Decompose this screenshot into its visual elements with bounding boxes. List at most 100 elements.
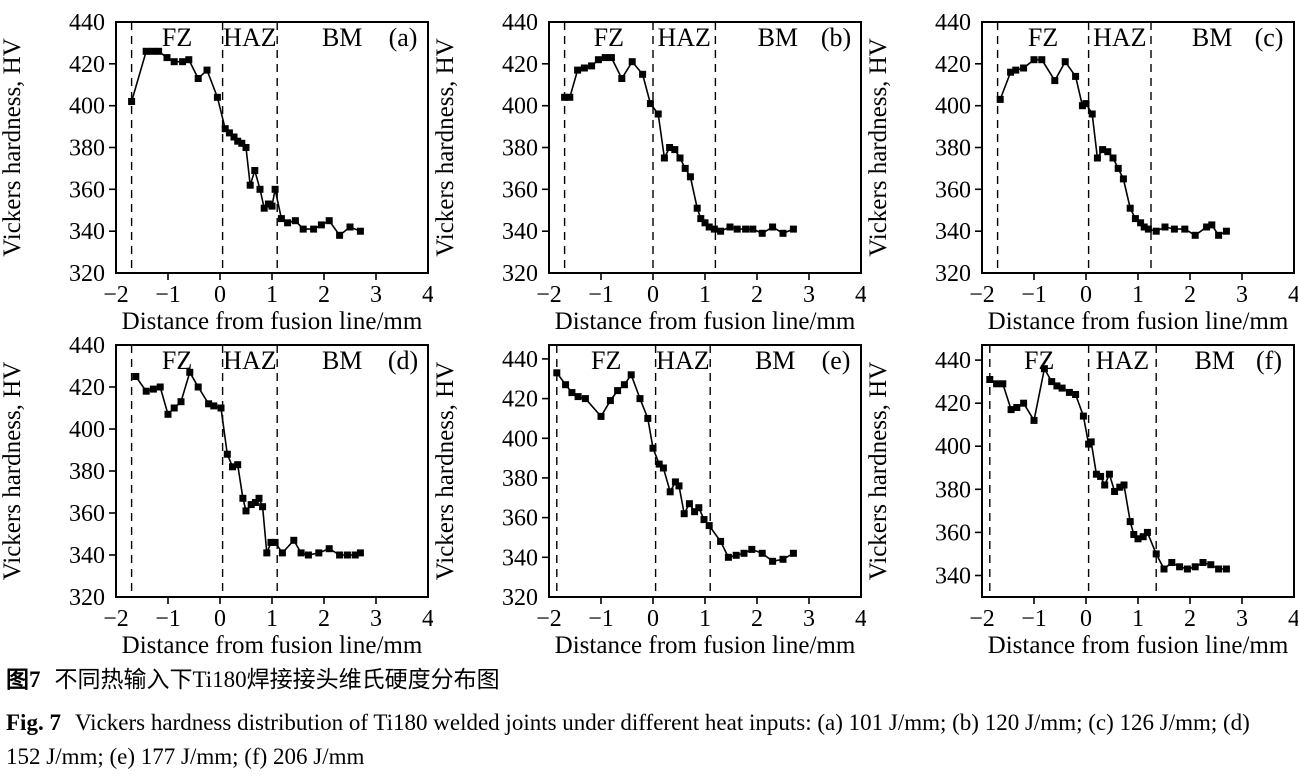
y-tick-label: 360 [502, 177, 538, 203]
plot-frame [981, 21, 1295, 274]
y-tick-label: 380 [69, 459, 105, 485]
data-point-marker [769, 557, 777, 565]
data-point-marker [671, 478, 679, 486]
data-point-marker [238, 139, 246, 147]
data-point-marker [278, 549, 286, 557]
data-point-marker [1152, 227, 1160, 235]
hardness-chart: 320 340 360 380 400 420 440 −2 −1 0 1 2 3 4 FZ HAZ BM (a)… [0, 10, 434, 335]
hardness-series-line [130, 50, 361, 237]
data-point-marker [1109, 154, 1117, 162]
data-point-marker [614, 387, 622, 395]
panel-letter: (d) [388, 346, 418, 375]
region-label-haz: HAZ [1093, 23, 1146, 52]
data-point-marker [695, 504, 703, 512]
y-tick-label: 380 [69, 136, 105, 162]
data-point-marker [297, 549, 305, 557]
data-point-marker [291, 217, 299, 225]
y-tick-label: 320 [502, 585, 538, 611]
hardness-chart-panel-c: 320 340 360 380 400 420 440 −2 −1 0 1 2 3 4 FZ HAZ BM (c)… [865, 0, 1298, 335]
data-point-marker [597, 412, 605, 420]
x-tick-label: 4 [1288, 606, 1298, 632]
hardness-series-line [999, 58, 1227, 237]
data-point-marker [1038, 56, 1046, 64]
caption-english: Fig. 7 Vickers hardness distribution of T… [6, 706, 1288, 774]
region-label-fz: FZ [1028, 23, 1058, 52]
hardness-chart: 320 340 360 380 400 420 440 −2 −1 0 1 2 3 4 FZ HAZ BM (b)… [432, 10, 867, 335]
data-point-marker [705, 223, 713, 231]
data-point-marker [769, 223, 777, 231]
data-point-marker [242, 507, 250, 515]
y-tick-label: 360 [935, 520, 971, 546]
data-point-marker [356, 549, 364, 557]
data-point-marker [685, 500, 693, 508]
data-point-marker [742, 225, 750, 233]
panel-letter: (f) [1256, 346, 1282, 375]
plot-frame [981, 344, 1295, 598]
data-point-marker [1131, 215, 1139, 223]
data-point-marker [666, 488, 674, 496]
data-point-marker [186, 368, 194, 376]
data-point-marker [179, 58, 187, 66]
data-point-marker [701, 219, 709, 227]
data-point-marker [259, 503, 267, 511]
y-tick-label: 360 [69, 177, 105, 203]
data-point-marker [356, 227, 364, 235]
x-tick-label: −2 [536, 606, 562, 632]
y-tick-label: 400 [502, 426, 538, 452]
data-point-marker [1007, 68, 1015, 76]
data-point-marker [655, 460, 663, 468]
data-point-marker [256, 185, 264, 193]
x-tick-label: −1 [155, 282, 181, 308]
y-axis-title: Vickers hardness, HV [433, 362, 459, 581]
y-tick-label: 380 [502, 466, 538, 492]
y-tick-label: 420 [935, 391, 971, 417]
data-point-marker [1143, 528, 1151, 536]
y-tick-label: 420 [502, 52, 538, 78]
data-point-marker [128, 98, 136, 105]
data-point-marker [758, 549, 766, 557]
data-point-marker [680, 510, 688, 518]
data-point-marker [644, 414, 652, 422]
data-point-marker [566, 93, 574, 101]
data-point-marker [210, 402, 218, 410]
caption-zh-text: 不同热输入下Ti180焊接接头维氏硬度分布图 [54, 667, 500, 692]
data-point-marker [268, 202, 276, 210]
hardness-chart-panel-d: 320 340 360 380 400 420 440 −2 −1 0 1 2 3 4 FZ HAZ BM (d)… [0, 330, 434, 659]
x-tick-label: −2 [536, 282, 562, 308]
hardness-series-line [135, 370, 361, 556]
y-tick-label: 400 [935, 434, 971, 460]
data-point-marker [700, 516, 708, 524]
x-tick-label: 1 [1132, 606, 1144, 632]
x-tick-label: 1 [266, 606, 278, 632]
data-point-marker [325, 217, 333, 225]
data-point-marker [1051, 77, 1059, 85]
data-point-marker [234, 461, 242, 469]
hardness-chart: 320 340 360 380 400 420 440 −2 −1 0 1 2 3 4 FZ HAZ BM (c)… [865, 10, 1298, 335]
data-point-marker [148, 47, 156, 55]
hardness-chart: 340 360 380 400 420 440 −2 −1 0 1 2 3 4 FZ HAZ BM (f) Dis… [865, 344, 1298, 659]
region-label-haz: HAZ [656, 346, 709, 375]
x-tick-label: 3 [370, 606, 382, 632]
hardness-chart: 320 340 360 380 400 420 440 −2 −1 0 1 2 3 4 FZ HAZ BM (e)… [432, 344, 867, 659]
data-point-marker [1092, 470, 1100, 478]
x-tick-label: 0 [1080, 282, 1092, 308]
x-tick-label: −2 [103, 282, 129, 308]
y-tick-label: 400 [69, 94, 105, 120]
data-point-marker [789, 225, 797, 233]
data-point-marker [213, 93, 221, 101]
data-point-marker [1111, 488, 1119, 495]
region-label-bm: BM [322, 346, 362, 375]
data-point-marker [142, 47, 150, 55]
panel-letter: (b) [821, 23, 851, 52]
x-tick-label: 3 [803, 282, 815, 308]
data-point-marker [251, 167, 259, 174]
y-tick-label: 340 [502, 219, 538, 245]
x-tick-label: 1 [266, 282, 278, 308]
data-point-marker [336, 551, 344, 559]
data-point-marker [325, 545, 333, 553]
x-axis-title: Distance from fusion line/mm [555, 632, 856, 655]
data-point-marker [267, 538, 275, 546]
data-point-marker [574, 393, 582, 401]
data-point-marker [264, 200, 272, 208]
